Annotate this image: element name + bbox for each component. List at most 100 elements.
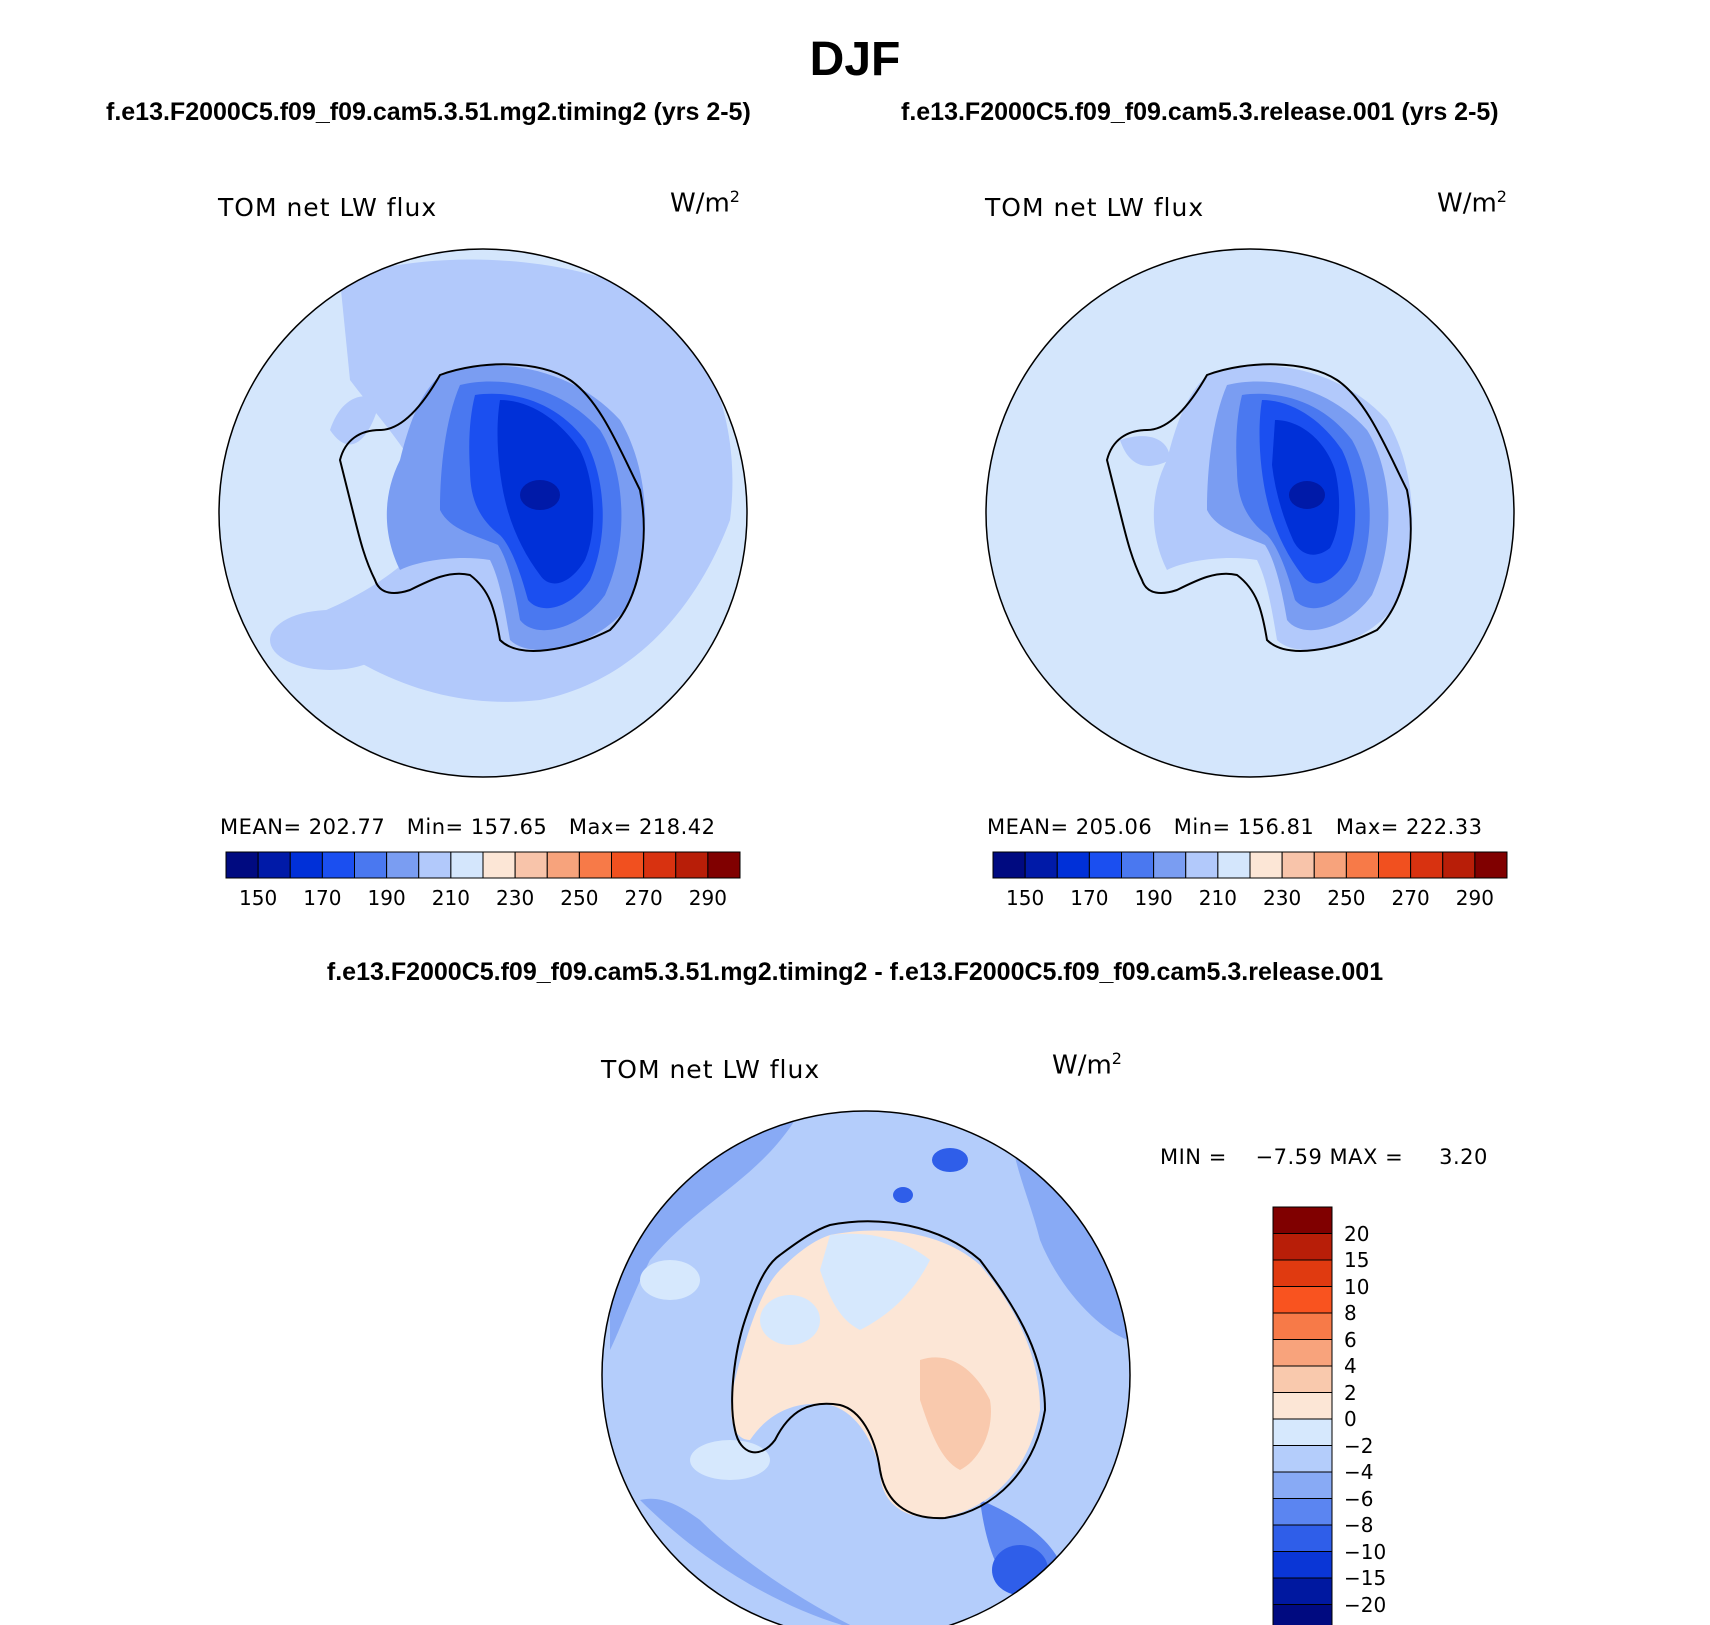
difference-colorbar-swatch <box>1272 1206 1333 1234</box>
panel2-colorbar-tick-label: 210 <box>1198 886 1237 910</box>
panel2-colorbar-swatch <box>1024 851 1058 879</box>
panel1-units-exp: 2 <box>729 187 740 206</box>
panel2-colorbar-swatch <box>1185 851 1219 879</box>
difference-units-base: W/m <box>1052 1050 1112 1081</box>
panel1-colorbar-tick-label: 210 <box>431 886 470 910</box>
difference-colorbar-swatch <box>1272 1312 1333 1340</box>
panel1-colorbar-tick-label: 270 <box>624 886 663 910</box>
panel2-colorbar-tick-label: 270 <box>1391 886 1430 910</box>
panel2-units-base: W/m <box>1437 188 1497 219</box>
panel2-min-value: 156.81 <box>1237 815 1315 839</box>
panel1-colorbar-swatch <box>354 851 388 879</box>
panel2-colorbar-swatch <box>1217 851 1251 879</box>
panel2-map <box>986 249 1514 777</box>
difference-colorbar-tick-label: 20 <box>1344 1221 1370 1246</box>
difference-colorbar-tick-label: −8 <box>1344 1513 1374 1537</box>
difference-minmax: MIN = −7.59 MAX = 3.20 <box>1160 1145 1488 1169</box>
panel1-title: f.e13.F2000C5.f09_f09.cam5.3.51.mg2.timi… <box>106 98 751 126</box>
panel1-mean-label: MEAN= <box>220 815 302 839</box>
panel2-stats: MEAN= 205.06 Min= 156.81 Max= 222.33 <box>987 815 1483 839</box>
panel1-colorbar-swatch <box>386 851 420 879</box>
panel1-colorbar-swatch <box>546 851 580 879</box>
difference-map <box>602 1111 1130 1625</box>
difference-colorbar-tick-label: −10 <box>1344 1539 1387 1564</box>
panel1-colorbar-tick-label: 230 <box>496 886 535 910</box>
panel1-colorbar-swatch <box>643 851 677 879</box>
panel2-colorbar-tick-label: 170 <box>1070 886 1109 910</box>
difference-units-exp: 2 <box>1111 1049 1122 1068</box>
difference-colorbar-swatch <box>1272 1286 1333 1314</box>
difference-colorbar-swatch <box>1272 1233 1333 1261</box>
difference-colorbar-swatch <box>1272 1524 1333 1552</box>
panel1-variable-label: TOM net LW flux <box>218 193 438 222</box>
difference-colorbar-swatch <box>1272 1259 1333 1287</box>
difference-colorbar-tick-label: −4 <box>1344 1460 1374 1484</box>
difference-colorbar-swatch <box>1272 1551 1333 1579</box>
panel2-colorbar-swatch <box>1410 851 1444 879</box>
difference-variable-label: TOM net LW flux <box>601 1055 821 1084</box>
difference-colorbar-tick-label: −15 <box>1344 1566 1387 1590</box>
panel1-max-label: Max= <box>568 815 632 839</box>
difference-colorbar-tick-label: −6 <box>1344 1486 1374 1511</box>
panel2-colorbar-swatch <box>1249 851 1283 879</box>
panel1-colorbar-swatch <box>611 851 645 879</box>
panel2-colorbar-swatch <box>1088 851 1122 879</box>
difference-colorbar-tick-label: −20 <box>1344 1592 1387 1617</box>
panel2-max-label: Max= <box>1335 815 1399 839</box>
panel1-colorbar-tick-label: 170 <box>303 886 342 910</box>
panel1-colorbar-tick-label: 150 <box>239 886 278 910</box>
difference-colorbar-tick-label: 15 <box>1344 1248 1370 1272</box>
panel2-title: f.e13.F2000C5.f09_f09.cam5.3.release.001… <box>901 98 1499 126</box>
difference-map-border <box>601 1110 1131 1625</box>
panel2-colorbar-swatch <box>992 851 1026 879</box>
difference-max-label: MAX = <box>1329 1145 1404 1169</box>
panel1-colorbar-swatch <box>225 851 259 879</box>
panel1-max-value: 218.42 <box>639 815 716 839</box>
difference-colorbar-swatch <box>1272 1418 1333 1446</box>
panel2-colorbar-tick-label: 190 <box>1134 886 1173 910</box>
difference-min-label: MIN = <box>1160 1145 1227 1169</box>
difference-colorbar-tick-label: 6 <box>1344 1327 1357 1352</box>
panel1-colorbar-swatch <box>257 851 291 879</box>
panel2-colorbar-swatch <box>1153 851 1187 879</box>
main-title: DJF <box>809 33 901 86</box>
difference-colorbar-swatch <box>1272 1392 1333 1420</box>
panel2-colorbar-tick-label: 230 <box>1263 886 1302 910</box>
panel2-colorbar-swatch <box>1313 851 1347 879</box>
panel1-min-label: Min= <box>406 815 464 839</box>
difference-colorbar-swatch <box>1272 1498 1333 1526</box>
panel1-colorbar-swatch <box>418 851 452 879</box>
difference-colorbar-swatch <box>1272 1365 1333 1393</box>
panel2-colorbar-swatch <box>1442 851 1476 879</box>
panel1-units: W/m2 <box>670 187 740 219</box>
panel1-colorbar-swatch <box>450 851 484 879</box>
panel1-colorbar-tick-label: 290 <box>688 886 727 910</box>
difference-colorbar-swatch <box>1272 1445 1333 1473</box>
difference-max-value: 3.20 <box>1439 1145 1488 1169</box>
panel1-min-value: 157.65 <box>470 815 548 839</box>
difference-colorbar-tick-label: 0 <box>1344 1407 1357 1431</box>
panel1-colorbar-swatch <box>707 851 741 879</box>
panel2-variable-label: TOM net LW flux <box>985 193 1205 222</box>
panel2-max-value: 222.33 <box>1406 815 1483 839</box>
panel1-colorbar <box>225 851 741 879</box>
panel1-colorbar-swatch <box>482 851 516 879</box>
panel1-colorbar-swatch <box>578 851 612 879</box>
difference-colorbar-tick-label: 8 <box>1344 1301 1357 1325</box>
panel2-colorbar-swatch <box>1378 851 1412 879</box>
difference-colorbar-swatch <box>1272 1471 1333 1499</box>
difference-colorbar-swatch <box>1272 1577 1333 1605</box>
difference-colorbar-swatch <box>1272 1339 1333 1367</box>
difference-title: f.e13.F2000C5.f09_f09.cam5.3.51.mg2.timi… <box>326 958 1384 986</box>
difference-colorbar-swatch <box>1272 1604 1333 1625</box>
panel1-colorbar-swatch <box>289 851 323 879</box>
panel1-colorbar-swatch <box>514 851 548 879</box>
panel2-colorbar-swatch <box>1281 851 1315 879</box>
panel2-map-border <box>985 248 1515 778</box>
difference-colorbar <box>1272 1206 1333 1625</box>
panel1-colorbar-tick-label: 250 <box>560 886 599 910</box>
panel2-colorbar-swatch <box>1121 851 1155 879</box>
panel2-mean-label: MEAN= <box>987 815 1069 839</box>
panel2-colorbar-swatch <box>1474 851 1508 879</box>
